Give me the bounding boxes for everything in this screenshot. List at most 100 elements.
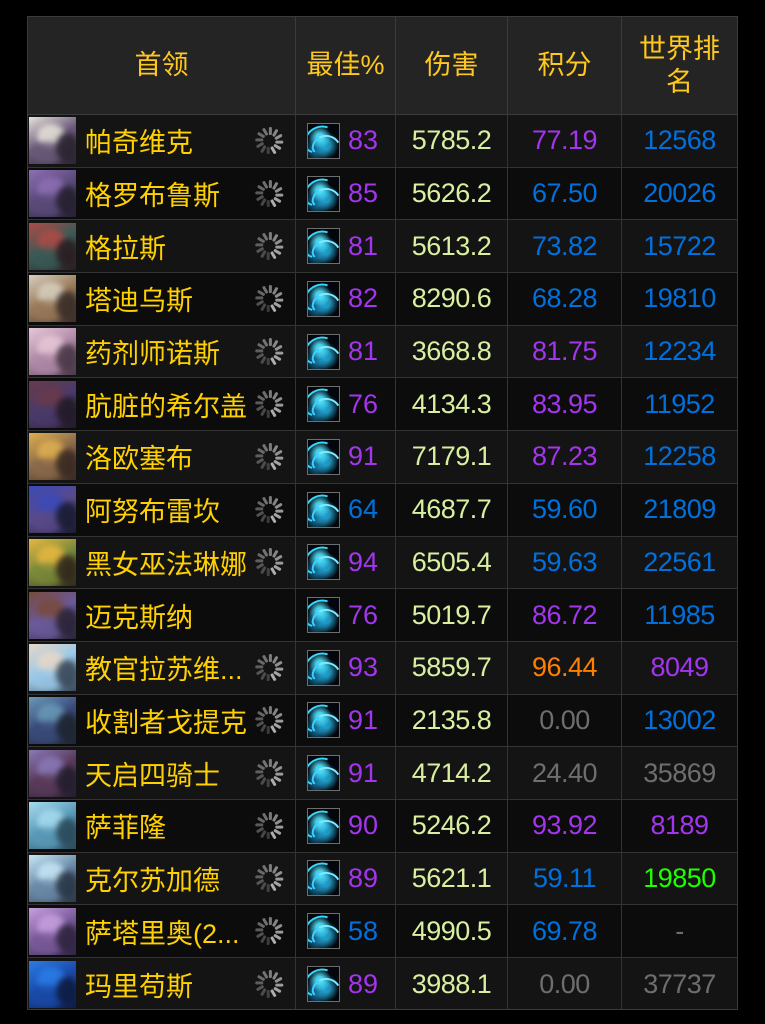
world-rank-value: 19850 (643, 862, 716, 893)
damage-value: 5626.2 (396, 167, 508, 220)
table-row[interactable]: 肮脏的希尔盖 76 4134.3 83.95 11952 (28, 378, 737, 432)
table-row[interactable]: 天启四骑士 91 4714.2 24.40 35869 (28, 747, 737, 800)
world-rank-value: 19810 (643, 283, 716, 314)
table-body: 帕奇维克 83 5785.2 77.19 12568 格罗布鲁斯 85 5626.2 67.50… (28, 115, 737, 1009)
table-row[interactable]: 克尔苏加德 89 5621.1 59.11 19850 (28, 852, 737, 906)
score-value: 87.23 (508, 431, 622, 483)
best-percent-value: 76 (348, 599, 379, 630)
frost-ability-icon (307, 702, 340, 739)
best-percent-cell[interactable]: 94 (296, 536, 396, 589)
frost-ability-icon (307, 386, 340, 423)
best-percent-cell[interactable]: 93 (296, 641, 396, 694)
boss-portrait-icon (29, 802, 76, 850)
boss-cell[interactable]: 塔迪乌斯 (28, 273, 296, 325)
best-percent-cell[interactable]: 64 (296, 483, 396, 536)
best-percent-value: 91 (348, 704, 379, 735)
damage-value: 7179.1 (396, 431, 508, 483)
boss-cell[interactable]: 天启四骑士 (28, 747, 296, 799)
table-row[interactable]: 迈克斯纳 76 5019.7 86.72 11985 (28, 589, 737, 642)
table-row[interactable]: 玛里苟斯 89 3988.1 0.00 37737 (28, 958, 737, 1009)
table-row[interactable]: 教官拉苏维... 93 5859.7 96.44 8049 (28, 641, 737, 695)
score-value: 96.44 (508, 641, 622, 694)
loading-spinner-icon (253, 916, 283, 946)
boss-name-label: 萨菲隆 (85, 813, 166, 844)
table-row[interactable]: 格拉斯 81 5613.2 73.82 15722 (28, 220, 737, 274)
boss-cell[interactable]: 萨塔里奥(2... (28, 905, 296, 957)
column-header-damage[interactable]: 伤害 (396, 17, 508, 114)
frost-ability-icon (307, 333, 340, 370)
best-percent-cell[interactable]: 76 (296, 378, 396, 431)
frost-ability-icon (307, 966, 340, 1003)
best-percent-cell[interactable]: 89 (296, 852, 396, 905)
boss-name-label: 药剂师诺斯 (85, 339, 220, 370)
damage-value: 6505.4 (396, 536, 508, 589)
boss-cell[interactable]: 克尔苏加德 (28, 852, 296, 905)
table-row[interactable]: 药剂师诺斯 81 3668.8 81.75 12234 (28, 325, 737, 379)
boss-cell[interactable]: 格拉斯 (28, 220, 296, 273)
best-percent-value: 89 (348, 968, 379, 999)
table-row[interactable]: 萨塔里奥(2... 58 4990.5 69.78 - (28, 905, 737, 958)
best-percent-cell[interactable]: 83 (296, 115, 396, 167)
boss-cell[interactable]: 药剂师诺斯 (28, 325, 296, 378)
score-value: 73.82 (508, 220, 622, 273)
best-percent-cell[interactable]: 91 (296, 747, 396, 799)
frost-ability-icon (307, 755, 340, 792)
best-percent-cell[interactable]: 85 (296, 167, 396, 220)
boss-cell[interactable]: 帕奇维克 (28, 115, 296, 167)
boss-cell[interactable]: 萨菲隆 (28, 799, 296, 852)
boss-portrait-icon (29, 328, 76, 376)
boss-cell[interactable]: 教官拉苏维... (28, 641, 296, 694)
best-percent-cell[interactable]: 58 (296, 905, 396, 957)
boss-cell[interactable]: 肮脏的希尔盖 (28, 378, 296, 431)
boss-cell[interactable]: 玛里苟斯 (28, 958, 296, 1009)
frost-ability-icon (307, 544, 340, 581)
boss-name-label: 萨塔里奥(2... (85, 918, 240, 949)
damage-value: 5246.2 (396, 799, 508, 852)
boss-name-label: 格拉斯 (85, 233, 166, 264)
world-rank-value: - (675, 915, 684, 946)
column-header-score[interactable]: 积分 (508, 17, 622, 114)
table-row[interactable]: 萨菲隆 90 5246.2 93.92 8189 (28, 799, 737, 853)
frost-ability-icon (307, 122, 340, 159)
column-header-best[interactable]: 最佳% (296, 17, 396, 114)
best-percent-cell[interactable]: 91 (296, 694, 396, 747)
boss-portrait-icon (29, 591, 76, 639)
boss-name-label: 迈克斯纳 (85, 602, 193, 633)
table-row[interactable]: 黑女巫法琳娜 94 6505.4 59.63 22561 (28, 536, 737, 590)
column-header-boss[interactable]: 首领 (28, 17, 296, 114)
best-percent-cell[interactable]: 89 (296, 958, 396, 1009)
boss-cell[interactable]: 迈克斯纳 (28, 589, 296, 641)
frost-ability-icon (307, 438, 340, 475)
boss-cell[interactable]: 洛欧塞布 (28, 431, 296, 483)
loading-spinner-icon (253, 126, 283, 156)
boss-cell[interactable]: 格罗布鲁斯 (28, 167, 296, 220)
world-rank-value: 11985 (644, 599, 715, 630)
table-row[interactable]: 塔迪乌斯 82 8290.6 68.28 19810 (28, 273, 737, 326)
boss-portrait-icon (29, 644, 76, 692)
best-percent-cell[interactable]: 81 (296, 325, 396, 378)
boss-portrait-icon (29, 960, 76, 1008)
boss-cell[interactable]: 黑女巫法琳娜 (28, 536, 296, 589)
table-row[interactable]: 洛欧塞布 91 7179.1 87.23 12258 (28, 431, 737, 484)
table-row[interactable]: 格罗布鲁斯 85 5626.2 67.50 20026 (28, 167, 737, 221)
table-row[interactable]: 收割者戈提克 91 2135.8 0.00 13002 (28, 694, 737, 748)
world-rank-value: 37737 (643, 968, 716, 999)
boss-cell[interactable]: 收割者戈提克 (28, 694, 296, 747)
boss-cell[interactable]: 阿努布雷坎 (28, 483, 296, 536)
best-percent-cell[interactable]: 90 (296, 799, 396, 852)
best-percent-value: 81 (348, 336, 379, 367)
loading-spinner-icon (253, 758, 283, 788)
table-row[interactable]: 帕奇维克 83 5785.2 77.19 12568 (28, 115, 737, 168)
damage-value: 4687.7 (396, 483, 508, 536)
best-percent-cell[interactable]: 82 (296, 273, 396, 325)
best-percent-cell[interactable]: 91 (296, 431, 396, 483)
best-percent-cell[interactable]: 81 (296, 220, 396, 273)
best-percent-value: 83 (348, 125, 379, 156)
damage-value: 8290.6 (396, 273, 508, 325)
boss-name-label: 帕奇维克 (85, 128, 193, 159)
damage-value: 4714.2 (396, 747, 508, 799)
best-percent-cell[interactable]: 76 (296, 589, 396, 641)
table-row[interactable]: 阿努布雷坎 64 4687.7 59.60 21809 (28, 483, 737, 537)
column-header-world-rank[interactable]: 世界排名 (639, 33, 720, 97)
boss-portrait-icon (29, 538, 76, 586)
